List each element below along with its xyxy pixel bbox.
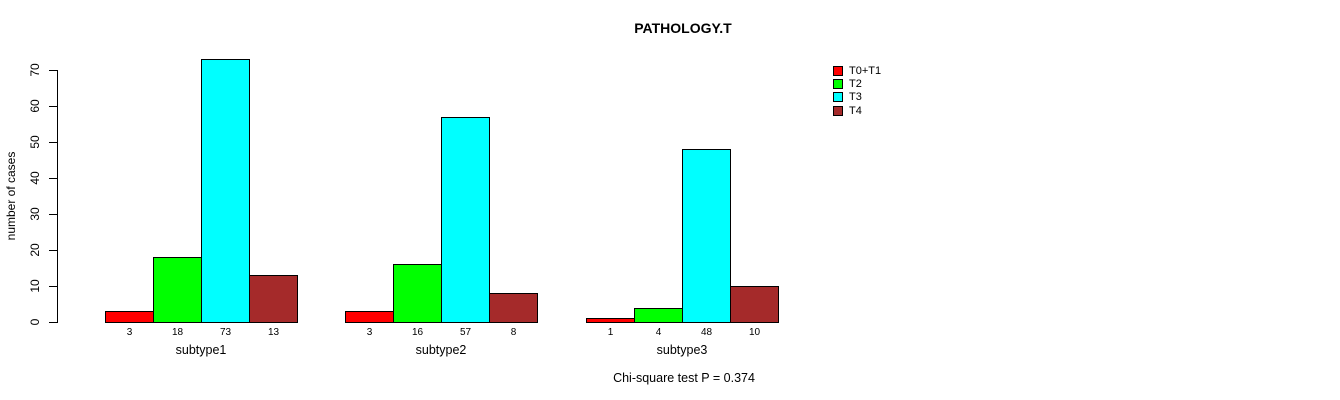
y-tick-label: 30 (28, 207, 42, 221)
y-tick (49, 250, 57, 251)
legend-swatch-t3 (833, 92, 843, 103)
y-tick-label: 60 (28, 99, 42, 113)
y-tick (49, 286, 57, 287)
bar-t2-subtype2 (393, 264, 442, 323)
y-tick-label: 50 (28, 135, 42, 149)
category-label: subtype2 (415, 343, 467, 357)
bar-value-label: 4 (655, 327, 662, 338)
y-tick (49, 322, 57, 323)
bar-value-label: 57 (459, 327, 472, 338)
bar-value-label: 3 (126, 327, 133, 338)
y-tick-label: 40 (28, 171, 42, 185)
bar-t4-subtype2 (489, 293, 538, 323)
y-tick (49, 70, 57, 71)
legend-label: T0+T1 (849, 65, 882, 77)
bar-value-label: 18 (171, 327, 184, 338)
category-label: subtype3 (656, 343, 708, 357)
legend-swatch-t2 (833, 79, 843, 90)
bar-value-label: 73 (219, 327, 232, 338)
legend-label: T2 (849, 78, 862, 91)
bar-t3-subtype3 (682, 149, 731, 323)
bar-value-label: 48 (700, 327, 713, 338)
y-tick (49, 178, 57, 179)
bar-t2-subtype1 (153, 257, 202, 323)
legend-swatch-t0t1 (833, 66, 843, 76)
chi-square-note: Chi-square test P = 0.374 (613, 371, 755, 385)
bar-t0t1-subtype1 (105, 311, 154, 323)
y-tick (49, 142, 57, 143)
y-axis-label: number of cases (4, 151, 18, 241)
y-tick (49, 214, 57, 215)
y-tick-label: 20 (28, 243, 42, 257)
bar-value-label: 10 (748, 327, 761, 338)
bar-t3-subtype2 (441, 116, 490, 323)
chart-title: PATHOLOGY.T (634, 20, 732, 36)
y-tick-label: 70 (28, 63, 42, 77)
bar-value-label: 13 (267, 327, 280, 338)
bar-t4-subtype1 (249, 275, 298, 323)
bar-t2-subtype3 (634, 307, 683, 323)
legend-label: T3 (849, 91, 862, 104)
bar-t0t1-subtype3 (586, 318, 635, 323)
legend-swatch-t4 (833, 105, 843, 116)
bar-t4-subtype3 (730, 286, 779, 323)
bar-value-label: 8 (510, 327, 517, 338)
y-axis (57, 70, 58, 323)
bar-value-label: 1 (607, 327, 614, 338)
bar-t3-subtype1 (201, 59, 250, 323)
y-tick (49, 106, 57, 107)
bar-t0t1-subtype2 (345, 311, 394, 323)
y-tick-label: 10 (28, 279, 42, 293)
bar-value-label: 16 (411, 327, 424, 338)
y-tick-label: 0 (28, 318, 42, 326)
bar-value-label: 3 (366, 327, 373, 338)
legend-label: T4 (849, 104, 862, 117)
category-label: subtype1 (175, 343, 227, 357)
